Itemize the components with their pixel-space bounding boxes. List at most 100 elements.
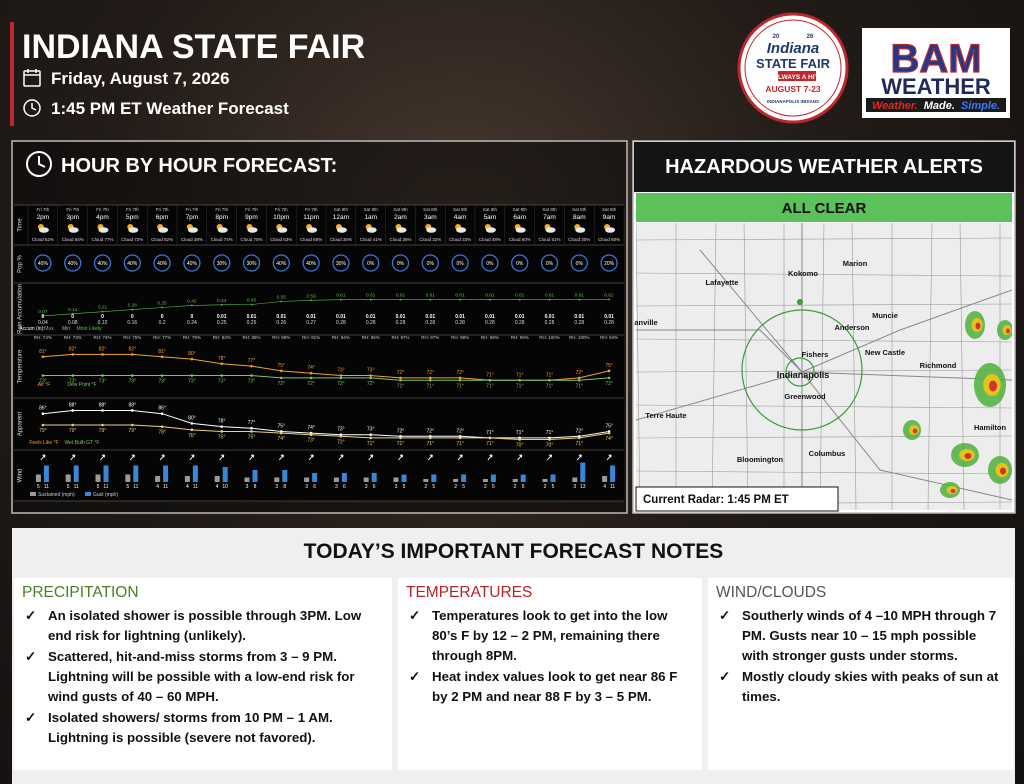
value-label: 79° <box>129 428 137 434</box>
rain-min-label: 0.01 <box>425 314 435 320</box>
wind-sustained-bar <box>453 479 459 482</box>
wind-label: 5 <box>492 484 495 490</box>
rain-max-label: 0.35 <box>157 301 167 307</box>
wind-sustained-bar <box>95 474 101 482</box>
hour-label: 6am <box>513 214 526 221</box>
wind-label: 11 <box>44 484 49 490</box>
county-line <box>636 303 1012 307</box>
cloud-label: Cloud 72% <box>121 237 143 242</box>
legend-text: Gust (mph) <box>93 492 118 498</box>
fair-tag-bg <box>778 71 816 81</box>
rh-label: RH: 98% <box>481 335 499 340</box>
value-label: 73° <box>367 427 375 433</box>
wind-sustained-bar <box>482 479 488 482</box>
value-label: 72° <box>307 381 315 387</box>
wind-label: 6 <box>343 484 346 490</box>
rain-likely-label: 0.27 <box>306 320 316 326</box>
wind-arrow <box>457 454 463 461</box>
wind-sustained-bar <box>184 476 190 482</box>
pop-label: 20% <box>604 261 615 267</box>
rain-min-label: 0.01 <box>545 314 555 320</box>
value-label: 71° <box>486 383 494 389</box>
weather-icon-cloud <box>515 227 526 233</box>
rain-max-label: 0.61 <box>545 293 555 299</box>
bullet-list: Southerly winds of 4 –10 MPH through 7 P… <box>716 606 1005 707</box>
rain-max-label: 0.61 <box>426 293 436 299</box>
value-label: 88° <box>129 402 137 408</box>
rh-label: RH: 96% <box>362 335 380 340</box>
legend-text: Dew Point °F <box>67 382 96 388</box>
weather-icon-cloud <box>545 227 556 233</box>
wind-arrow <box>427 454 433 461</box>
pop-ring <box>64 254 82 272</box>
value-label: 78° <box>218 356 226 362</box>
wind-gust-bar <box>192 465 198 482</box>
day-label: Fri 7th <box>186 207 199 212</box>
wind-arrow <box>100 454 105 461</box>
value-label: 79° <box>39 428 47 434</box>
radar-echo-core <box>1000 467 1006 475</box>
date: Friday, August 7, 2026 <box>51 69 230 88</box>
value-label: 72° <box>337 381 345 387</box>
pop-label: 0% <box>546 261 554 267</box>
pop-label: 40% <box>97 261 108 267</box>
hour-label: 3pm <box>66 214 79 221</box>
pop-ring <box>242 254 261 272</box>
rain-max-label: 0.61 <box>366 293 376 299</box>
rain-max-label: 0.07 <box>38 309 48 315</box>
day-label: Sat 8th <box>334 207 349 212</box>
day-label: Sat 8th <box>423 207 438 212</box>
pop-label: 40% <box>38 261 49 267</box>
weather-icon-cloud <box>98 227 109 233</box>
rain-likely-label: 0.28 <box>574 320 584 326</box>
hour-label: 5pm <box>126 214 139 221</box>
clock-icon <box>26 151 52 177</box>
value-label: 71° <box>516 372 524 378</box>
value-label: 71° <box>427 441 435 447</box>
value-label: 72° <box>367 381 375 387</box>
wind-label: 5 <box>403 484 406 490</box>
city-label: Anderson <box>834 323 869 332</box>
wind-label: 4 <box>186 484 189 490</box>
rh-label: RH: 94% <box>600 335 618 340</box>
value-label: 80° <box>188 415 196 421</box>
wind-gust-bar <box>312 473 318 482</box>
wind-arrow <box>338 454 344 461</box>
legend-text: Sustained (mph) <box>38 492 75 498</box>
rh-label: RH: 77% <box>153 335 171 340</box>
rain-max-label: 0.61 <box>396 293 406 299</box>
pop-ring <box>600 254 618 272</box>
weather-icon-cloud <box>396 227 407 233</box>
pop-label: 0% <box>516 261 524 267</box>
weather-icon-cloud <box>605 227 616 233</box>
value-label: 74° <box>307 425 315 431</box>
row-label: Pop % <box>18 255 24 273</box>
value-label: 88° <box>99 402 107 408</box>
hour-label: 7am <box>543 214 556 221</box>
rain-max-label: 0.28 <box>128 303 138 309</box>
rh-label: RH: 100% <box>539 335 560 340</box>
pop-label: 0% <box>367 261 375 267</box>
hourly-title: HOUR BY HOUR FORECAST: <box>61 155 337 177</box>
rain-min-label: 0.01 <box>276 314 286 320</box>
wind-sustained-bar <box>214 476 220 482</box>
day-label: Fri 7th <box>275 207 288 212</box>
wind-arrow <box>159 454 165 461</box>
rain-min-label: 0.01 <box>455 314 465 320</box>
wind-gust-bar <box>580 462 586 482</box>
city-label: Columbus <box>809 449 846 458</box>
day-label: Sat 8th <box>542 207 557 212</box>
fair-year: 20 <box>773 34 780 40</box>
pop-label: 0% <box>397 261 405 267</box>
rain-min-label: 0.01 <box>515 314 525 320</box>
rain-legend: Accum (in): <box>19 326 44 332</box>
pop-ring <box>451 254 469 272</box>
value-label: 73° <box>337 368 345 374</box>
rain-min-label: 0.01 <box>336 314 346 320</box>
hour-label: 5am <box>484 214 497 221</box>
wind-sustained-bar <box>244 477 250 482</box>
pop-label: 40% <box>187 261 198 267</box>
wind-arrow <box>129 454 135 461</box>
value-label: 75° <box>605 363 613 369</box>
clock-icon <box>23 99 41 117</box>
